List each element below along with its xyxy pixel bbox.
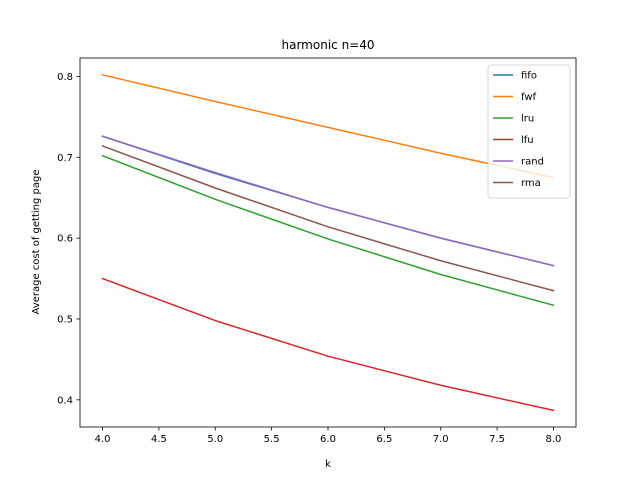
- x-tick-label: 6.5: [376, 434, 392, 445]
- series-line-lru: [101, 154, 555, 307]
- y-tick-label: 0.7: [57, 153, 73, 164]
- y-tick-label: 0.5: [57, 314, 73, 325]
- x-axis-label: k: [325, 459, 331, 470]
- x-tick-label: 6.0: [320, 434, 336, 445]
- x-tick-label: 5.0: [207, 434, 223, 445]
- y-tick-label: 0.4: [57, 395, 73, 406]
- series-line-rma: [101, 144, 555, 292]
- series-line-fwf: [101, 73, 555, 179]
- series-line-lfu: [101, 277, 555, 412]
- y-axis-label: Average cost of getting page: [31, 170, 42, 315]
- plot-area: [101, 73, 555, 412]
- chart-title: harmonic n=40: [282, 38, 375, 52]
- x-tick-label: 7.5: [489, 434, 505, 445]
- legend-label-lru: lru: [521, 114, 534, 125]
- y-tick-label: 0.6: [57, 234, 73, 245]
- legend-label-lfu: lfu: [521, 135, 534, 146]
- y-tick-label: 0.8: [57, 72, 73, 83]
- legend-label-fifo: fifo: [521, 71, 537, 82]
- legend-box: [487, 64, 571, 199]
- x-tick-label: 5.5: [264, 434, 280, 445]
- x-tick-label: 4.0: [95, 434, 111, 445]
- legend-label-rma: rma: [521, 178, 541, 189]
- x-tick-label: 8.0: [546, 434, 562, 445]
- legend-label-fwf: fwf: [521, 92, 537, 103]
- legend: fifo fwf lru lfu rand rma: [487, 64, 571, 199]
- x-tick-label: 7.0: [433, 434, 449, 445]
- legend-label-rand: rand: [521, 157, 544, 168]
- series-line-rand: [101, 135, 555, 267]
- axes: 4.0 4.5 5.0 5.5 6.0 6.5 7.0 7.5 8.0 0.4 0.5 0.6 0.7 0…: [57, 57, 577, 445]
- x-tick-label: 4.5: [151, 434, 167, 445]
